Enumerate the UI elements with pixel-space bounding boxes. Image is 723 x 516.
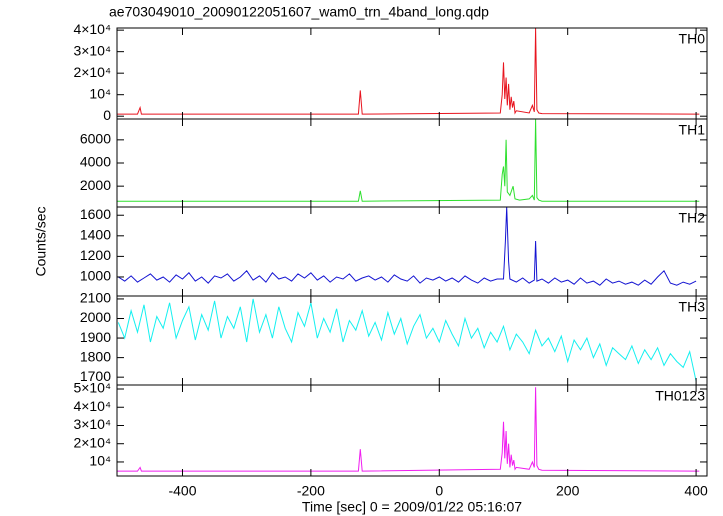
panel-label: TH0123 [655, 388, 705, 404]
panel-label: TH1 [679, 122, 706, 138]
y-tick-label: 3×10⁴ [73, 416, 111, 432]
y-tick-label: 10⁴ [89, 85, 111, 101]
panel-frame [116, 295, 708, 386]
y-tick-label: 1200 [80, 247, 111, 263]
y-axis-label: Counts/sec [33, 206, 49, 276]
data-line [117, 119, 700, 202]
panel-label: TH0 [679, 31, 706, 47]
data-line [117, 298, 697, 382]
data-line [117, 387, 700, 472]
y-tick-label: 2×10⁴ [73, 434, 111, 450]
x-tick-label: -200 [297, 483, 325, 499]
y-tick-label: 10⁴ [89, 453, 111, 469]
y-tick-label: 6000 [80, 131, 111, 147]
x-tick-label: 0 [435, 483, 443, 499]
data-line [118, 207, 697, 286]
y-tick-label: 1000 [80, 268, 111, 284]
x-tick-label: 400 [684, 483, 708, 499]
y-tick-label: 2100 [80, 290, 111, 306]
y-tick-label: 2000 [80, 309, 111, 325]
panel-frame [116, 27, 708, 120]
panel-label: TH2 [679, 210, 706, 226]
y-tick-label: 5×10⁴ [73, 380, 111, 396]
y-tick-label: 2×10⁴ [73, 64, 111, 80]
y-tick-label: 1700 [80, 368, 111, 384]
y-tick-label: 1600 [80, 206, 111, 222]
y-tick-label: 4×10⁴ [73, 398, 111, 414]
y-tick-label: 0 [103, 107, 111, 123]
panel-frame [116, 384, 708, 477]
panel-frame [116, 206, 708, 297]
x-tick-label: 200 [556, 483, 580, 499]
chart-title: ae703049010_20090122051607_wam0_trn_4ban… [109, 4, 489, 20]
y-tick-label: 3×10⁴ [73, 42, 111, 58]
y-tick-label: 4×10⁴ [73, 21, 111, 37]
y-tick-label: 1800 [80, 348, 111, 364]
y-tick-label: 1900 [80, 329, 111, 345]
panel-frame [116, 118, 708, 208]
y-tick-label: 1400 [80, 227, 111, 243]
x-tick-label: -400 [168, 483, 196, 499]
y-tick-label: 4000 [80, 154, 111, 170]
panel-label: TH3 [679, 299, 706, 315]
y-tick-label: 2000 [80, 177, 111, 193]
x-axis-label: Time [sec] 0 = 2009/01/22 05:16:07 [302, 499, 522, 515]
data-line [117, 28, 700, 115]
